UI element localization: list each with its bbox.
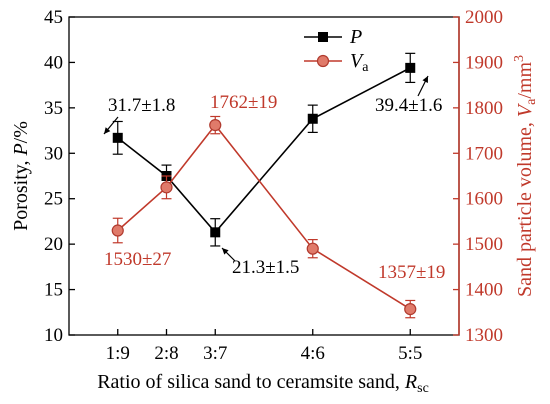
- data-point-V: [111, 224, 124, 237]
- left-tick-label: 40: [44, 52, 63, 73]
- data-point-P: [112, 132, 123, 143]
- right-tick-label: 1700: [465, 143, 503, 164]
- data-point-V: [160, 181, 173, 194]
- annotation-label: 1357±19: [378, 262, 445, 283]
- right-axis-title-unit: /mm: [514, 62, 536, 99]
- x-tick-label: 3:7: [203, 343, 227, 364]
- x-axis-title-main: Ratio of silica sand to ceramsite sand,: [97, 371, 405, 393]
- left-tick-label: 25: [44, 189, 63, 210]
- annotation-label: 21.3±1.5: [232, 257, 299, 278]
- right-axis-title-sup: 3: [512, 55, 527, 62]
- annotation-arrowhead: [222, 248, 229, 255]
- x-axis-title: Ratio of silica sand to ceramsite sand, …: [97, 371, 429, 396]
- legend-label-P: P: [349, 26, 362, 48]
- right-tick-label: 1600: [465, 189, 503, 210]
- legend-label-Va-sub: a: [362, 60, 369, 75]
- left-axis-title-unit: /%: [10, 121, 32, 143]
- left-axis-title-main: Porosity,: [10, 156, 32, 231]
- data-point-V: [404, 303, 417, 316]
- annotation-arrowhead: [422, 76, 428, 83]
- right-tick-label: 1300: [465, 325, 503, 346]
- series-layer: [111, 52, 417, 319]
- right-tick-label: 1800: [465, 98, 503, 119]
- annotation-label: 1530±27: [104, 249, 171, 270]
- x-tick-label: 4:6: [301, 343, 325, 364]
- x-axis: 1:9 2:8 3:7 4:6 5:5: [106, 329, 422, 364]
- right-axis-title-main: Sand particle volume,: [514, 117, 536, 297]
- x-axis-title-var: R: [404, 371, 417, 393]
- right-axis: 1300 1400 1500 1600 1700 1800 1900 2000: [453, 7, 503, 346]
- right-tick-label: 2000: [465, 7, 503, 28]
- left-tick-label: 30: [44, 143, 63, 164]
- left-axis: 10 15 20 25 30 35 40 45: [44, 7, 75, 346]
- legend-label-Va: Va: [350, 50, 369, 75]
- data-point-V: [209, 119, 222, 132]
- left-tick-label: 10: [44, 325, 63, 346]
- annotation-arrowhead: [104, 127, 111, 134]
- data-point-P: [405, 62, 416, 73]
- axis-titles: Ratio of silica sand to ceramsite sand, …: [10, 55, 539, 396]
- series-line-V: [117, 123, 411, 310]
- left-axis-title-var: P: [10, 143, 32, 156]
- x-tick-label: 5:5: [398, 343, 422, 364]
- legend: PVa: [304, 26, 369, 75]
- right-tick-label: 1500: [465, 234, 503, 255]
- x-tick-label: 1:9: [106, 343, 130, 364]
- right-tick-label: 1400: [465, 280, 503, 301]
- left-tick-label: 20: [44, 234, 63, 255]
- legend-marker-Va: [316, 54, 330, 68]
- left-tick-label: 45: [44, 7, 63, 28]
- annotation-layer: 31.7±1.8 21.3±1.5 39.4±1.6 1530±27 1762±19 13…: [103, 75, 445, 283]
- data-point-P: [210, 227, 221, 238]
- left-tick-label: 35: [44, 98, 63, 119]
- annotation-label: 1762±19: [210, 92, 277, 113]
- annotation-label: 31.7±1.8: [108, 95, 175, 116]
- x-axis-title-sub: sc: [417, 381, 429, 396]
- data-point-V: [306, 242, 319, 255]
- x-tick-label: 2:8: [154, 343, 178, 364]
- right-axis-title-var: V: [514, 102, 536, 117]
- legend-marker-P: [318, 32, 328, 42]
- data-point-P: [307, 113, 318, 124]
- right-tick-label: 1900: [465, 52, 503, 73]
- annotation-label: 39.4±1.6: [375, 95, 442, 116]
- right-axis-title: Sand particle volume, Va/mm3: [512, 55, 539, 297]
- right-axis-title-sub: a: [524, 98, 539, 105]
- left-tick-label: 15: [44, 280, 63, 301]
- left-axis-title: Porosity, P/%: [10, 121, 32, 231]
